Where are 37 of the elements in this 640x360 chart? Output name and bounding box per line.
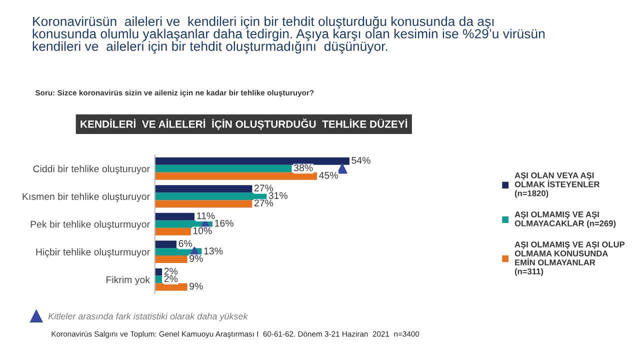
data-label: 10% [193,227,212,234]
bar [154,172,318,180]
bar [154,276,162,284]
legend-label: AŞI OLMAMIŞ VE AŞI OLUP OLMAMA KONUSUNDA EMİN OLMAYANLAR (n=311) [514,242,625,276]
y-tick-label: Pek bir tehlike oluşturmuyor [30,220,150,230]
bar [154,256,188,264]
data-label: 45% [319,172,338,179]
data-label: 31% [268,192,288,199]
data-label: 9% [190,282,203,290]
data-label: 54% [352,156,370,164]
legend-label: Kitleler arasında fark istatistiki olarak daha yüksek [48,312,248,322]
data-label: 38% [294,164,313,172]
data-label: 16% [215,220,234,227]
bar [154,212,195,220]
y-tick-label: Hiçbir tehlike oluşturmuyor [36,248,150,258]
data-label: 6% [178,240,192,247]
bar [154,240,176,248]
data-label: 2% [164,275,178,282]
bar [154,200,252,208]
bar [154,268,162,276]
y-tick-label: Fikrim yok [106,276,150,286]
y-tick-label: Ciddi bir tehlike oluşturuyor [33,165,150,174]
data-label: 27% [254,200,274,206]
data-label: 11% [197,212,215,220]
text: KENDİLERİ VE AİLELERİ İÇİN OLUŞTURDUĞU TEHLİKE DÜZEYİ [80,118,408,130]
bar [154,228,191,236]
legend-label: AŞI OLMAMIŞ VE AŞI OLMAYACAKLAR (n=269) [514,211,616,228]
legend-label: AŞI OLAN VEYA AŞI OLMAK İSTEYENLER (n=1820) [514,172,600,198]
bar [154,157,350,165]
data-label: 13% [204,248,223,254]
bar [154,185,252,193]
chart-title: Koronavirüsün aileleri ve kendileri için bir tehdit oluşturduğu konusunda da aşı konusunda olumlu yaklaşanlar daha tedirgin. Aşıya karşı olan kesimin ise %29’u virüsün kendileri ve aileleri için bir tehdit oluşturmadığını düşünüyor. [32,16,545,54]
data-label: 9% [190,255,203,262]
bar [154,283,188,291]
y-tick-label: Kısmen bir tehlike oluşturuyor [22,192,150,202]
data-label: 2% [164,268,178,275]
data-label: 27% [254,184,274,192]
